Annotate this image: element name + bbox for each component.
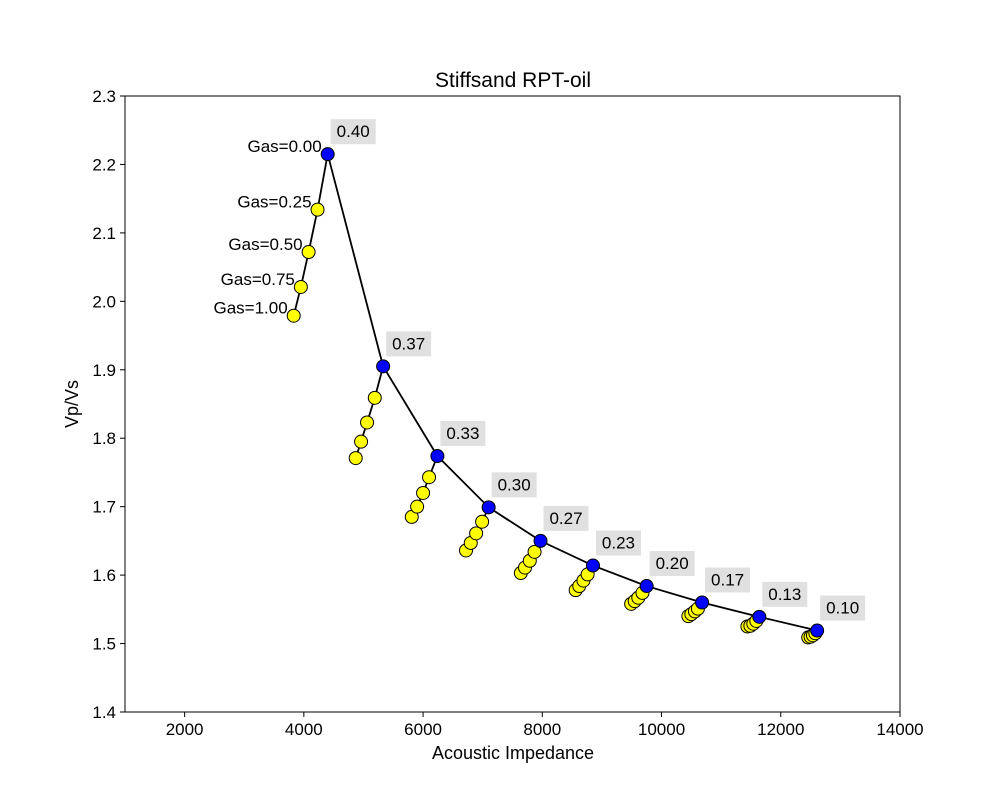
gas-point	[367, 390, 382, 405]
porosity-point	[810, 623, 825, 638]
x-tick-label: 6000	[404, 720, 442, 739]
x-tick-label: 10000	[638, 720, 685, 739]
x-tick-label: 4000	[285, 720, 323, 739]
porosity-label-box	[705, 567, 751, 593]
y-tick-label: 2.3	[92, 87, 116, 106]
gas-point	[286, 308, 301, 323]
plot-area: 0.40 0.37 0.33 0.30 0.27 0.23 0.20 0.17 0.13 0.10…	[214, 119, 866, 645]
porosity-label: 0.27	[549, 509, 582, 528]
porosity-label: 0.20	[656, 554, 689, 573]
y-axis-label: Vp/Vs	[62, 380, 82, 428]
y-tick-label: 2.0	[92, 292, 116, 311]
y-tick-label: 1.6	[92, 566, 116, 585]
y-tick-label: 1.9	[92, 361, 116, 380]
gas-point	[348, 451, 363, 466]
porosity-point	[533, 533, 548, 548]
gas-saturation-label: Gas=0.75	[221, 270, 295, 289]
gas-saturation-label: Gas=0.50	[228, 235, 302, 254]
porosity-point	[376, 359, 391, 374]
x-axis: 2000 4000 6000 8000 10000 12000 14000	[166, 712, 924, 739]
porosity-label: 0.40	[337, 122, 370, 141]
porosity-point	[752, 609, 767, 624]
gas-point	[469, 526, 484, 541]
x-tick-label: 2000	[166, 720, 204, 739]
y-axis: 1.4 1.5 1.6 1.7 1.8 1.9 2.0 2.1 2.2 2.3	[92, 87, 125, 722]
porosity-point	[639, 579, 654, 594]
y-tick-label: 2.2	[92, 155, 116, 174]
x-axis-label: Acoustic Impedance	[432, 743, 594, 763]
porosity-label: 0.23	[602, 534, 635, 553]
y-tick-label: 1.4	[92, 703, 116, 722]
gas-saturation-label: Gas=0.00	[247, 137, 321, 156]
porosity-label: 0.30	[498, 475, 531, 494]
gas-saturation-label: Gas=0.25	[237, 193, 311, 212]
x-tick-label: 14000	[876, 720, 923, 739]
porosity-label-box	[440, 421, 486, 447]
gas-point	[416, 485, 431, 500]
porosity-label: 0.13	[768, 585, 801, 604]
x-tick-label: 12000	[757, 720, 804, 739]
y-tick-label: 1.7	[92, 498, 116, 517]
porosity-trend-line	[326, 153, 818, 632]
y-tick-label: 2.1	[92, 224, 116, 243]
porosity-point	[481, 500, 496, 515]
y-tick-label: 1.8	[92, 429, 116, 448]
porosity-label-box	[543, 505, 589, 531]
gas-saturation-label: Gas=1.00	[214, 299, 288, 318]
gas-point	[354, 434, 369, 449]
gas-point	[410, 499, 425, 514]
porosity-point	[320, 147, 335, 162]
gas-point	[475, 514, 490, 529]
porosity-label: 0.17	[711, 570, 744, 589]
porosity-label-box	[491, 472, 537, 498]
porosity-label: 0.33	[446, 424, 479, 443]
y-tick-label: 1.5	[92, 635, 116, 654]
porosity-label-box	[386, 331, 432, 357]
axes-frame	[124, 95, 901, 713]
porosity-label: 0.37	[392, 334, 425, 353]
porosity-label-box	[649, 551, 695, 577]
gas-point	[422, 470, 437, 485]
porosity-point	[695, 595, 710, 610]
gas-point	[310, 202, 325, 217]
gas-point	[360, 415, 375, 430]
porosity-label-box	[820, 595, 866, 621]
porosity-label-box	[595, 530, 641, 556]
chart-title: Stiffsand RPT-oil	[435, 69, 591, 92]
porosity-label-box	[762, 581, 808, 607]
gas-point	[527, 544, 542, 559]
porosity-label-box	[330, 119, 376, 145]
gas-point	[293, 279, 308, 294]
x-tick-label: 8000	[523, 720, 561, 739]
porosity-label: 0.10	[826, 599, 859, 618]
porosity-point	[585, 558, 600, 573]
porosity-point	[430, 449, 445, 464]
gas-point	[301, 245, 316, 260]
